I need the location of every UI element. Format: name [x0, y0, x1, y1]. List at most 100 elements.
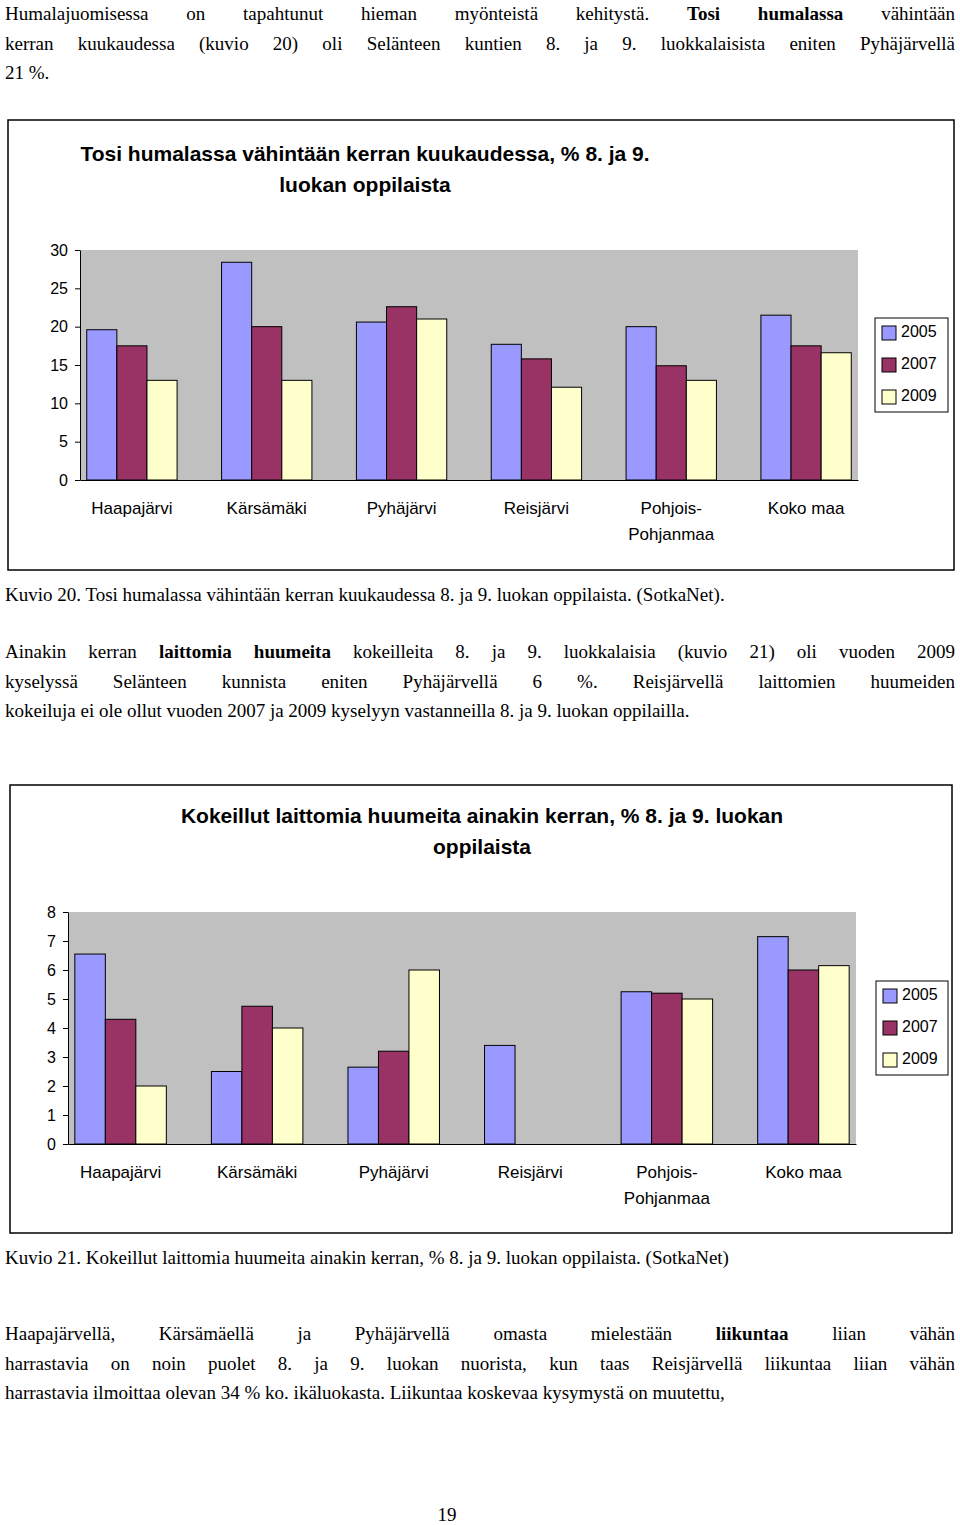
text-line: Humalajuomisessa on tapahtunut hieman my…	[5, 2, 955, 26]
y-tick-mark	[63, 1086, 68, 1087]
y-tick-mark	[75, 442, 80, 443]
text-line: kyselyssä Selänteen kunnista eniten Pyhä…	[5, 670, 955, 694]
x-tick-label: Kärsämäki	[217, 1163, 297, 1182]
text: 21 %.	[5, 62, 49, 83]
bar	[211, 1072, 242, 1145]
y-tick-label: 5	[47, 991, 56, 1008]
legend-label: 2005	[902, 986, 938, 1003]
x-tick-label-line: Kärsämäki	[227, 499, 307, 518]
bar	[485, 1045, 516, 1144]
figure-caption: Kuvio 21. Kokeillut laittomia huumeita a…	[5, 1246, 955, 1270]
y-tick-mark	[75, 250, 80, 251]
x-tick-label-line: Reisjärvi	[498, 1163, 563, 1182]
y-tick: 0	[59, 472, 80, 489]
y-tick-mark	[75, 327, 80, 328]
x-axis-line	[69, 1144, 857, 1145]
bar	[272, 1028, 303, 1144]
bar	[282, 380, 312, 480]
y-tick-mark	[63, 912, 68, 913]
text: harrastavia ilmoittaa olevan 34 % ko. ik…	[5, 1382, 725, 1403]
bar	[409, 970, 440, 1144]
chart-frame	[8, 120, 954, 570]
x-tick: Koko maa	[765, 1144, 842, 1182]
x-tick-label: Reisjärvi	[498, 1163, 563, 1182]
bar	[87, 330, 117, 480]
text-line: 21 %.	[5, 61, 955, 85]
y-axis-line	[80, 251, 81, 481]
y-tick-mark	[75, 288, 80, 289]
x-tick: Pohjois-Pohjanmaa	[628, 480, 715, 544]
text: kokeilleita 8. ja 9. luokkalaisia (kuvio…	[331, 641, 955, 662]
x-tick-label: Pyhäjärvi	[367, 499, 437, 518]
y-tick-label: 15	[50, 357, 68, 374]
chart: Tosi humalassa vähintään kerran kuukaude…	[8, 120, 954, 570]
x-tick-label-line: Pyhäjärvi	[359, 1163, 429, 1182]
x-tick: Haapajärvi	[80, 1144, 161, 1182]
y-tick-mark	[75, 480, 80, 481]
bar	[546, 1144, 577, 1145]
y-tick-mark	[75, 403, 80, 404]
y-tick: 25	[50, 280, 80, 297]
y-tick: 6	[47, 962, 68, 979]
x-axis: Haapajärvi Kärsämäki Pyhäjärvi Reisjärvi Poh…	[81, 480, 859, 544]
y-tick-label: 8	[47, 904, 56, 921]
bar	[147, 380, 177, 480]
y-tick-label: 30	[50, 242, 68, 259]
x-tick-label: Haapajärvi	[91, 499, 172, 518]
bar	[378, 1051, 409, 1144]
x-tick-label: Pohjois-Pohjanmaa	[624, 1163, 711, 1208]
y-tick-label: 1	[47, 1107, 56, 1124]
y-tick-mark	[63, 1115, 68, 1116]
y-tick: 15	[50, 357, 80, 374]
bar	[117, 346, 147, 480]
x-tick-label-line: Pohjanmaa	[628, 525, 715, 544]
text-line: kerran kuukaudessa (kuvio 20) oli Selänt…	[5, 32, 955, 56]
y-tick: 3	[47, 1049, 68, 1066]
chart-title-line: oppilaista	[433, 835, 531, 858]
x-tick: Reisjärvi	[498, 1144, 563, 1182]
x-tick-label: Koko maa	[765, 1163, 842, 1182]
y-tick-mark	[75, 365, 80, 366]
legend-label: 2007	[901, 355, 937, 372]
x-tick-label-line: Pohjois-	[636, 1163, 697, 1182]
y-tick: 20	[50, 318, 80, 335]
x-tick-label: Koko maa	[768, 499, 845, 518]
y-tick-mark	[63, 999, 68, 1000]
bar	[75, 954, 106, 1144]
legend-label: 2005	[901, 323, 937, 340]
x-tick-label-line: Kärsämäki	[217, 1163, 297, 1182]
bar	[626, 327, 656, 480]
chart-frame	[10, 785, 952, 1233]
bar	[821, 353, 851, 480]
figure-caption: Kuvio 20. Tosi humalassa vähintään kerra…	[5, 583, 955, 607]
text-line: harrastavia ilmoittaa olevan 34 % ko. ik…	[5, 1381, 955, 1405]
y-tick: 0	[47, 1136, 68, 1153]
x-tick-label-line: Koko maa	[768, 499, 845, 518]
y-tick-label: 0	[59, 472, 68, 489]
y-axis: 051015202530	[50, 242, 80, 489]
x-axis-line	[81, 480, 859, 481]
x-tick: Koko maa	[768, 480, 845, 518]
y-tick-label: 0	[47, 1136, 56, 1153]
bar	[521, 359, 551, 480]
x-tick-label: Pyhäjärvi	[359, 1163, 429, 1182]
bar	[348, 1067, 379, 1144]
bar	[758, 937, 789, 1144]
y-tick: 5	[59, 433, 80, 450]
legend: 200520072009	[876, 981, 948, 1075]
chart: Kokeillut laittomia huumeita ainakin ker…	[10, 785, 952, 1233]
y-tick-mark	[63, 970, 68, 971]
legend-box	[876, 981, 948, 1075]
y-tick-label: 7	[47, 933, 56, 950]
legend-label: 2009	[901, 387, 937, 404]
y-tick-mark	[63, 1057, 68, 1058]
bar	[686, 380, 716, 480]
y-axis-line	[68, 913, 69, 1145]
x-tick-label-line: Haapajärvi	[91, 499, 172, 518]
plot-area	[68, 912, 856, 1144]
bar	[788, 970, 819, 1144]
text: harrastavia on noin puolet 8. ja 9. luok…	[5, 1353, 955, 1374]
x-tick-label: Reisjärvi	[504, 499, 569, 518]
bold-text: laittomia huumeita	[159, 641, 331, 662]
y-tick: 2	[47, 1078, 68, 1095]
